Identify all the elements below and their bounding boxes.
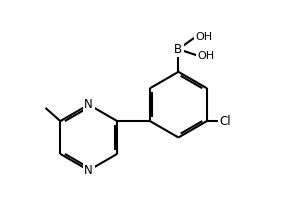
Text: B: B xyxy=(174,43,182,56)
Text: N: N xyxy=(84,164,93,177)
Text: OH: OH xyxy=(195,32,212,42)
Text: Cl: Cl xyxy=(219,115,231,128)
Text: N: N xyxy=(84,98,93,111)
Text: OH: OH xyxy=(198,51,215,61)
